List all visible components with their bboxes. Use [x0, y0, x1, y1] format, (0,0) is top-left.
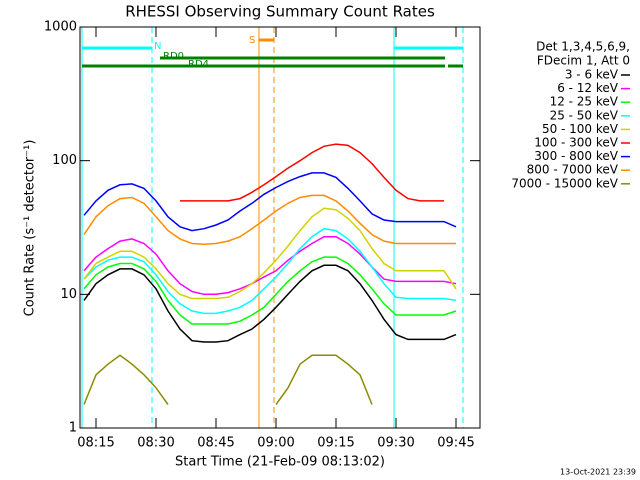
- interval-label: N: [154, 41, 161, 52]
- x-tick-label: 09:30: [377, 436, 414, 451]
- legend-label: 300 - 800 keV: [534, 149, 618, 163]
- x-tick-label: 08:45: [197, 436, 234, 451]
- series-line: [83, 235, 457, 296]
- interval-label: RD0: [163, 51, 184, 62]
- y-tick-label: 1000: [44, 20, 77, 35]
- legend-label: 25 - 50 keV: [550, 108, 619, 122]
- footer: 13-Oct-2021 23:39: [560, 468, 636, 477]
- x-axis-label: Start Time (21-Feb-09 08:13:02): [175, 455, 385, 470]
- legend-label: 6 - 12 keV: [557, 81, 619, 95]
- series-line: [83, 256, 457, 325]
- interval-label: S: [249, 35, 255, 46]
- x-tick-label: 09:15: [317, 436, 354, 451]
- legend-label: 50 - 100 keV: [542, 122, 619, 136]
- series-line: [83, 194, 456, 245]
- x-tick-label: 09:45: [437, 436, 474, 451]
- series-line: [83, 354, 373, 405]
- series-line: [83, 264, 457, 343]
- series-line: [180, 143, 444, 202]
- legend-header: FDecim 1, Att 0: [537, 54, 630, 68]
- chart-title: RHESSI Observing Summary Count Rates: [125, 3, 435, 21]
- legend-label: 12 - 25 keV: [550, 95, 619, 109]
- series-line: [83, 172, 457, 232]
- legend-label: 7000 - 15000 keV: [511, 176, 618, 190]
- series-line: [83, 207, 457, 300]
- x-tick-label: 08:30: [137, 436, 174, 451]
- legend-label: 100 - 300 keV: [534, 136, 618, 150]
- y-tick-label: 100: [52, 153, 77, 168]
- series-line: [83, 227, 457, 315]
- interval-label: RD4: [188, 59, 209, 70]
- y-axis-label: Count Rate (s⁻¹ detector⁻¹): [23, 140, 38, 317]
- plot-frame: [79, 26, 481, 429]
- y-tick-label: 10: [60, 287, 77, 302]
- y-tick-label: 1: [69, 421, 77, 436]
- x-tick-label: 08:15: [77, 436, 114, 451]
- legend-header: Det 1,3,4,5,6,9,: [536, 40, 630, 54]
- x-tick-label: 09:00: [257, 436, 294, 451]
- legend-label: 800 - 7000 keV: [527, 163, 619, 177]
- legend-label: 3 - 6 keV: [565, 68, 619, 82]
